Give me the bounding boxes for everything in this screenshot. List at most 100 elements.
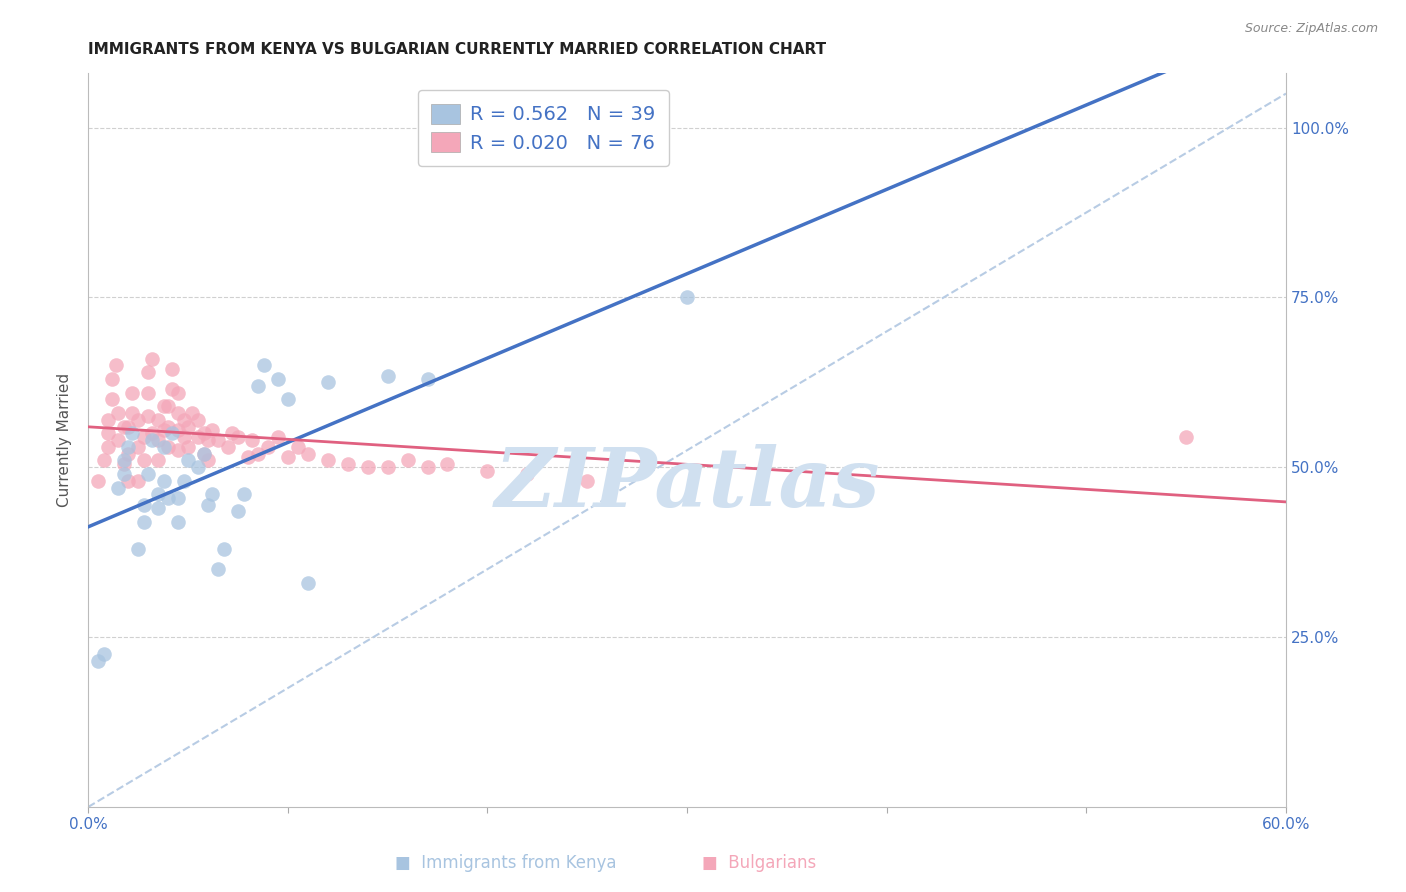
Point: [167, 491, 190, 505]
Point: [187, 460, 209, 475]
Text: Source: ZipAtlas.com: Source: ZipAtlas.com: [1244, 22, 1378, 36]
Point: [87, 474, 110, 488]
Point: [160, 426, 183, 441]
Text: IMMIGRANTS FROM KENYA VS BULGARIAN CURRENTLY MARRIED CORRELATION CHART: IMMIGRANTS FROM KENYA VS BULGARIAN CURRE…: [89, 42, 827, 57]
Point: [197, 433, 219, 447]
Point: [87, 654, 110, 668]
Point: [167, 423, 190, 437]
Point: [217, 440, 239, 454]
Point: [146, 453, 169, 467]
Point: [127, 413, 149, 427]
Point: [107, 406, 129, 420]
Point: [117, 440, 139, 454]
Point: [167, 406, 190, 420]
Point: [173, 474, 195, 488]
Point: [193, 426, 215, 441]
Point: [167, 385, 190, 400]
Point: [97, 413, 120, 427]
Point: [297, 575, 319, 590]
Point: [316, 376, 339, 390]
Point: [153, 474, 176, 488]
Point: [193, 447, 215, 461]
Point: [576, 474, 599, 488]
Point: [107, 433, 129, 447]
Point: [416, 372, 439, 386]
Point: [316, 453, 339, 467]
Point: [287, 440, 309, 454]
Point: [153, 423, 176, 437]
Point: [181, 406, 204, 420]
Point: [136, 365, 159, 379]
Point: [97, 440, 120, 454]
Point: [141, 426, 163, 441]
Point: [477, 464, 499, 478]
Point: [146, 501, 169, 516]
Point: [156, 399, 179, 413]
Point: [167, 515, 190, 529]
Point: [277, 392, 299, 407]
Point: [121, 426, 143, 441]
Point: [132, 430, 155, 444]
Point: [177, 453, 200, 467]
Point: [201, 423, 224, 437]
Point: [212, 541, 235, 556]
Point: [177, 419, 200, 434]
Point: [117, 474, 139, 488]
Point: [156, 419, 179, 434]
Point: [101, 392, 124, 407]
Point: [132, 515, 155, 529]
Point: [112, 419, 135, 434]
Point: [267, 430, 290, 444]
Point: [146, 413, 169, 427]
Point: [197, 498, 219, 512]
Point: [221, 426, 243, 441]
Point: [226, 430, 249, 444]
Point: [236, 450, 259, 464]
Point: [121, 406, 143, 420]
Point: [207, 562, 229, 576]
Point: [197, 453, 219, 467]
Point: [253, 359, 276, 373]
Point: [112, 453, 135, 467]
Point: [256, 440, 278, 454]
Point: [167, 443, 190, 458]
Point: [107, 481, 129, 495]
Point: [160, 361, 183, 376]
Point: [127, 541, 149, 556]
Point: [121, 385, 143, 400]
Text: ZIPatlas: ZIPatlas: [495, 444, 880, 524]
Point: [93, 647, 115, 661]
Point: [132, 453, 155, 467]
Point: [127, 474, 149, 488]
Point: [153, 440, 176, 454]
Point: [356, 460, 378, 475]
Point: [516, 467, 538, 481]
Point: [336, 457, 359, 471]
Point: [146, 433, 169, 447]
Point: [277, 450, 299, 464]
Point: [240, 433, 263, 447]
Point: [127, 440, 149, 454]
Point: [173, 430, 195, 444]
Point: [136, 467, 159, 481]
Point: [132, 498, 155, 512]
Point: [146, 487, 169, 501]
Point: [136, 409, 159, 424]
Point: [676, 290, 699, 304]
Point: [93, 453, 115, 467]
Point: [207, 433, 229, 447]
Point: [377, 368, 399, 383]
Point: [436, 457, 458, 471]
Text: ■  Immigrants from Kenya: ■ Immigrants from Kenya: [395, 855, 617, 872]
Point: [416, 460, 439, 475]
Y-axis label: Currently Married: Currently Married: [58, 373, 72, 508]
Point: [396, 453, 419, 467]
Point: [105, 359, 128, 373]
Text: ■  Bulgarians: ■ Bulgarians: [702, 855, 817, 872]
Point: [267, 372, 290, 386]
Point: [201, 487, 224, 501]
Point: [117, 447, 139, 461]
Point: [101, 372, 124, 386]
Point: [193, 447, 215, 461]
Point: [246, 378, 269, 392]
